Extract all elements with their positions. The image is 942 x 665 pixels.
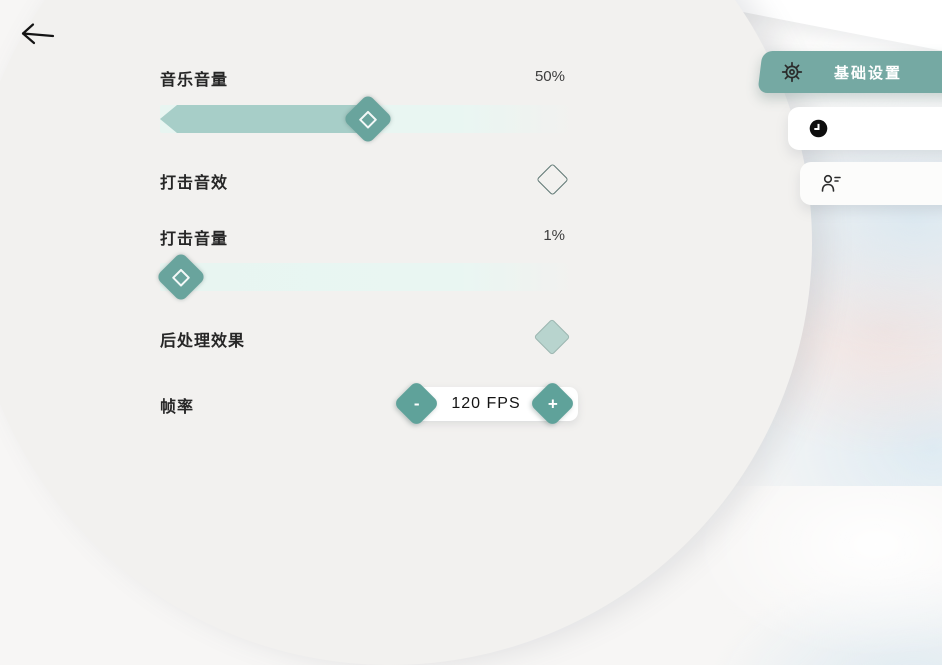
diamond-checkbox-icon <box>533 318 571 356</box>
tab-basic-settings[interactable]: 基础设置 <box>757 51 942 93</box>
post-processing-checkbox[interactable] <box>533 318 571 356</box>
handle-diamond-icon <box>171 267 190 287</box>
post-processing-label: 后处理效果 <box>160 333 246 350</box>
slider-fill <box>160 105 368 133</box>
back-button[interactable] <box>14 22 58 50</box>
slider-track <box>160 263 575 291</box>
hit-volume-label: 打击音量 <box>160 231 229 248</box>
tab-history[interactable] <box>788 107 942 150</box>
gear-icon <box>780 60 804 84</box>
clock-icon <box>808 118 829 139</box>
hit-sound-label: 打击音效 <box>160 175 229 192</box>
user-icon <box>820 173 843 194</box>
music-volume-label: 音乐音量 <box>160 72 229 89</box>
music-volume-value: 50% <box>534 68 565 85</box>
tab-account[interactable] <box>800 162 942 205</box>
frame-rate-label: 帧率 <box>160 399 195 416</box>
tab-basic-settings-label: 基础设置 <box>834 64 903 82</box>
plus-icon: + <box>547 394 558 413</box>
music-volume-slider[interactable] <box>160 93 575 145</box>
hit-volume-value: 1% <box>543 227 565 244</box>
hit-volume-slider[interactable] <box>155 251 575 303</box>
left-arrow-icon <box>14 22 58 48</box>
handle-diamond-icon <box>358 109 377 129</box>
settings-content: 音乐音量 50% 打击音效 打击音量 1% 后处理效果 帧率 120 FPS -… <box>14 22 576 427</box>
diamond-checkbox-icon <box>535 162 569 196</box>
slider-handle[interactable] <box>155 251 207 303</box>
hit-sound-checkbox[interactable] <box>535 162 569 196</box>
frame-rate-value: 120 FPS <box>451 395 521 412</box>
slider-handle[interactable] <box>342 93 393 145</box>
minus-icon: - <box>413 393 420 413</box>
